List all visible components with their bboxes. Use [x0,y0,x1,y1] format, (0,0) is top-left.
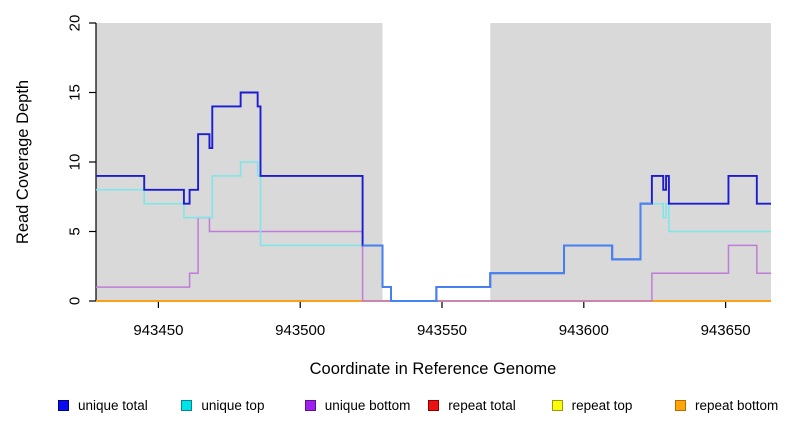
legend-label: repeat total [448,397,516,413]
legend-swatch-icon [304,399,316,411]
series-line-unique-bottom [96,216,771,302]
plot-background-layer [96,23,771,301]
plot-svg: 0 5 10 15 20 943450 943500 943550 943600 943650 C… [14,15,771,378]
legend-swatch-icon [181,399,193,411]
legend-swatch-icon [551,399,563,411]
y-tick-label: 5 [66,227,83,235]
legend-item-unique-bottom: unique bottom [304,396,411,414]
x-axis-title: Coordinate in Reference Genome [310,360,557,378]
legend-label: repeat bottom [695,397,779,413]
y-tick-label: 20 [66,15,83,32]
x-tick-label: 943600 [559,322,609,339]
y-axis-title: Read Coverage Depth [14,80,32,244]
series-line-unique-total-overlap [362,202,652,302]
y-tick-label: 15 [66,84,83,101]
legend: unique total unique top unique bottom repea… [0,396,792,418]
legend-item-repeat-bottom: repeat bottom [675,396,778,414]
legend-label: unique top [201,397,265,413]
legend-item-repeat-total: repeat total [428,396,516,414]
legend-swatch-icon [58,399,69,411]
legend-item-repeat-top: repeat top [551,396,633,414]
y-tick-label: 0 [66,297,83,305]
legend-label: unique total [78,397,148,413]
legend-item-unique-total: unique total [58,396,148,414]
legend-swatch-icon [675,399,686,411]
y-tick-label: 10 [66,154,83,171]
legend-swatch-icon [428,399,440,411]
legend-label: repeat top [571,397,633,413]
x-tick-label: 943650 [701,322,751,339]
legend-item-unique-top: unique top [181,396,264,414]
shaded-region-1 [490,23,771,301]
series-layer [96,91,771,302]
x-tick-label: 943450 [133,322,183,339]
shaded-region-0 [96,23,383,301]
legend-label: unique bottom [324,397,411,413]
x-tick-label: 943550 [417,322,467,339]
x-tick-label: 943500 [275,322,325,339]
tick-label-layer: 0 5 10 15 20 943450 943500 943550 943600 943650 [66,15,750,339]
